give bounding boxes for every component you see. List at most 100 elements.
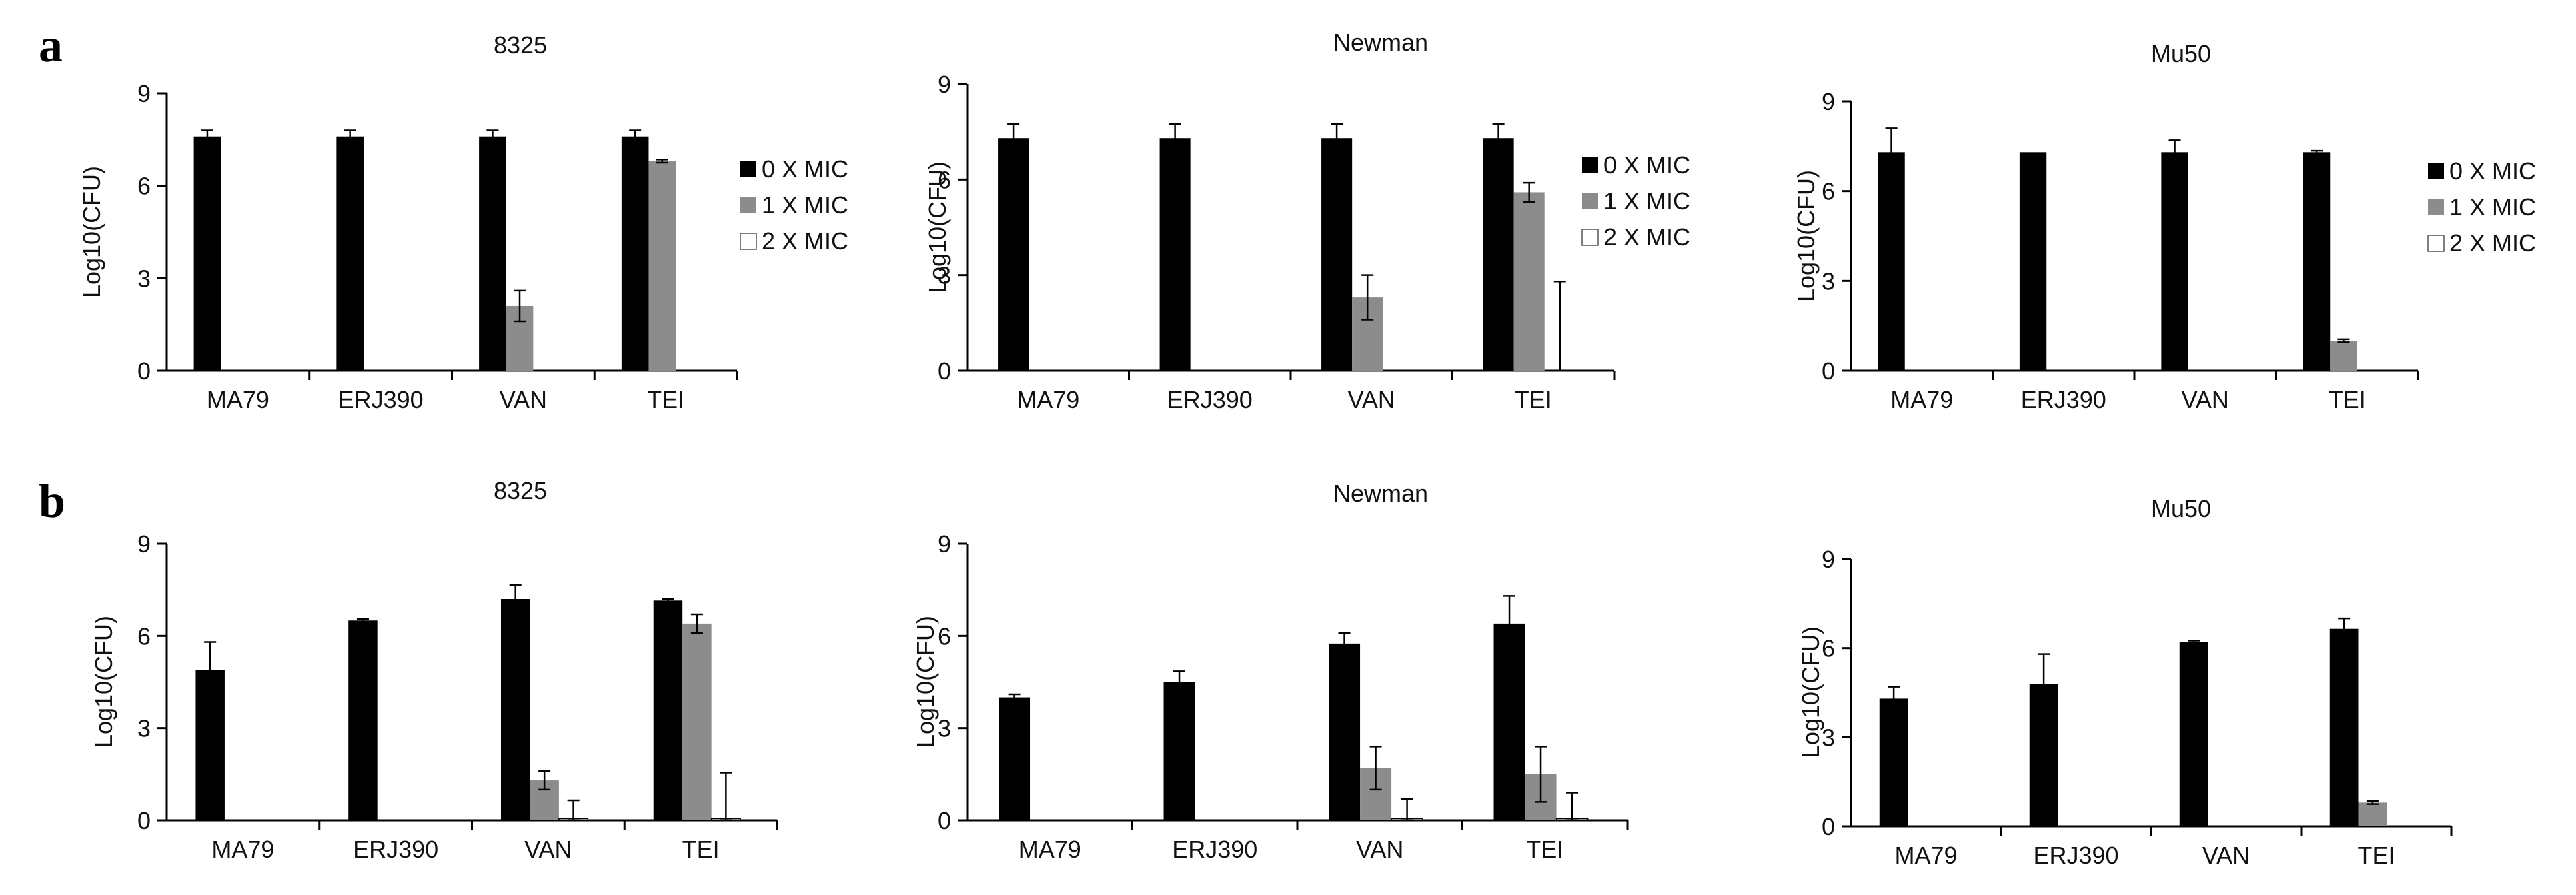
x-tick-label: MA79 xyxy=(1890,386,1953,413)
y-tick-label: 6 xyxy=(938,166,951,193)
bar-0-x-mic xyxy=(1493,623,1525,820)
y-tick-label: 6 xyxy=(1822,178,1835,205)
bar-1-x-mic xyxy=(2358,802,2387,826)
y-tick-label: 9 xyxy=(1822,546,1835,573)
x-tick-label: TEI xyxy=(647,386,684,413)
bar-0-x-mic xyxy=(348,620,378,820)
legend-label: 0 X MIC xyxy=(762,155,848,183)
legend-swatch xyxy=(2428,163,2444,179)
legend: 0 X MIC 1 X MIC 2 X MIC xyxy=(740,155,848,255)
y-tick-label: 0 xyxy=(1822,813,1835,840)
y-tick-label: 3 xyxy=(938,715,951,742)
x-tick-label: VAN xyxy=(1348,386,1395,413)
x-tick-label: TEI xyxy=(2329,386,2366,413)
y-tick-label: 9 xyxy=(938,71,951,98)
y-tick-label: 9 xyxy=(137,530,151,558)
y-tick-label: 3 xyxy=(1822,267,1835,295)
y-tick-label: 0 xyxy=(938,357,951,385)
x-tick-label: TEI xyxy=(1515,386,1552,413)
y-axis-label: Log10(CFU) xyxy=(1797,626,1824,758)
bar-0-x-mic xyxy=(999,697,1031,820)
chart-2: Mu50 Log10(CFU) 0 3 6 9 MA79 ERJ390 VAN TEI 0 X MI… xyxy=(1792,40,2536,413)
legend-swatch xyxy=(740,233,757,250)
y-tick-label: 6 xyxy=(137,173,151,200)
chart-title: Mu50 xyxy=(2151,40,2211,67)
x-tick-label: VAN xyxy=(2202,842,2250,869)
legend-swatch xyxy=(1582,157,1598,173)
bar-0-x-mic xyxy=(2019,152,2047,371)
panel-label-b: b xyxy=(39,474,65,528)
legend-label: 1 X MIC xyxy=(2449,193,2536,221)
x-tick-label: ERJ390 xyxy=(1172,836,1257,863)
bar-1-x-mic xyxy=(682,623,712,820)
legend-swatch xyxy=(1581,229,1599,246)
bar-0-x-mic xyxy=(1878,152,1905,371)
y-tick-label: 3 xyxy=(1822,724,1835,751)
y-tick-label: 9 xyxy=(938,530,951,558)
x-tick-label: MA79 xyxy=(1019,836,1081,863)
legend-swatch xyxy=(2427,235,2445,252)
chart-title: Mu50 xyxy=(2151,495,2211,522)
bar-0-x-mic xyxy=(2161,152,2188,371)
y-tick-label: 0 xyxy=(938,807,951,834)
y-axis-label: Log10(CFU) xyxy=(90,616,117,748)
chart-1: Newman Log10(CFU) 0 3 6 9 MA79 ERJ390 VAN TEI 0 X … xyxy=(924,29,1690,413)
x-tick-label: ERJ390 xyxy=(353,836,438,863)
y-tick-label: 0 xyxy=(137,357,151,385)
x-tick-label: ERJ390 xyxy=(2033,842,2118,869)
panel-label-a: a xyxy=(39,19,63,72)
bar-0-x-mic xyxy=(479,136,506,371)
x-tick-label: MA79 xyxy=(1894,842,1957,869)
bar-0-x-mic xyxy=(1329,643,1361,820)
y-tick-label: 0 xyxy=(137,807,151,834)
charts-container: 8325 Log10(CFU) 0 3 6 9 MA79 ERJ390 VAN TEI 0 X MI… xyxy=(78,29,2536,869)
bar-0-x-mic xyxy=(2329,628,2359,826)
y-tick-label: 9 xyxy=(137,80,151,107)
x-tick-label: TEI xyxy=(2357,842,2395,869)
legend-label: 1 X MIC xyxy=(762,191,848,219)
chart-4: Newman Log10(CFU) 0 3 6 9 MA79 ERJ390 VAN TEI xyxy=(912,480,1629,863)
x-tick-label: MA79 xyxy=(211,836,274,863)
legend-label: 0 X MIC xyxy=(2449,157,2536,185)
y-tick-label: 3 xyxy=(137,265,151,292)
legend-label: 2 X MIC xyxy=(1603,223,1690,251)
bar-0-x-mic xyxy=(1159,138,1191,371)
bar-0-x-mic xyxy=(2303,152,2331,371)
bar-1-x-mic xyxy=(1513,192,1545,371)
x-tick-label: VAN xyxy=(1356,836,1403,863)
legend: 0 X MIC 1 X MIC 2 X MIC xyxy=(2427,157,2536,257)
legend-label: 2 X MIC xyxy=(2449,229,2536,257)
bar-0-x-mic xyxy=(1483,138,1514,371)
bar-0-x-mic xyxy=(2179,642,2208,826)
bar-0-x-mic xyxy=(500,599,530,820)
x-tick-label: VAN xyxy=(524,836,572,863)
bar-0-x-mic xyxy=(653,600,683,820)
bar-0-x-mic xyxy=(1163,682,1195,820)
y-tick-label: 6 xyxy=(1822,635,1835,662)
legend-swatch xyxy=(1582,193,1598,209)
bar-0-x-mic xyxy=(1879,698,1908,826)
y-tick-label: 6 xyxy=(137,622,151,650)
y-axis-label: Log10(CFU) xyxy=(1792,170,1820,302)
y-axis-label: Log10(CFU) xyxy=(78,166,105,298)
x-tick-label: TEI xyxy=(1526,836,1563,863)
bar-1-x-mic xyxy=(2330,341,2357,371)
x-tick-label: VAN xyxy=(2182,386,2229,413)
bar-0-x-mic xyxy=(193,136,221,371)
y-tick-label: 9 xyxy=(1822,88,1835,115)
y-axis-label: Log10(CFU) xyxy=(924,161,951,293)
bar-0-x-mic xyxy=(998,138,1029,371)
x-tick-label: ERJ390 xyxy=(1167,386,1253,413)
chart-0: 8325 Log10(CFU) 0 3 6 9 MA79 ERJ390 VAN TEI 0 X MI… xyxy=(78,31,848,413)
chart-title: 8325 xyxy=(494,31,547,59)
legend-label: 1 X MIC xyxy=(1603,187,1690,215)
bar-1-x-mic xyxy=(648,161,676,371)
chart-5: Mu50 Log10(CFU) 0 3 6 9 MA79 ERJ390 VAN TEI xyxy=(1797,495,2453,869)
legend-swatch xyxy=(740,197,756,213)
chart-3: 8325 Log10(CFU) 0 3 6 9 MA79 ERJ390 VAN TEI xyxy=(90,477,778,863)
chart-title: Newman xyxy=(1333,480,1428,507)
x-tick-label: TEI xyxy=(682,836,720,863)
x-tick-label: VAN xyxy=(500,386,547,413)
legend-label: 2 X MIC xyxy=(762,227,848,255)
